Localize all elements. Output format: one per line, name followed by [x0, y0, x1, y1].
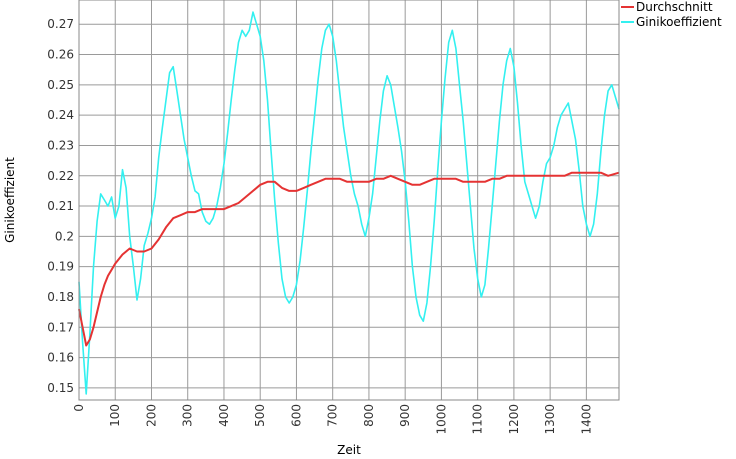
y-tick-label: 0.25 [47, 78, 74, 92]
y-tick-label: 0.2 [55, 229, 74, 243]
y-tick-label: 0.23 [47, 138, 74, 152]
y-tick-label: 0.21 [47, 199, 74, 213]
series-line-ginikoeffizient [78, 11, 620, 395]
y-tick-label: 0.19 [47, 260, 74, 274]
series-line-durchschnitt [78, 171, 620, 347]
x-axis-label: Zeit [337, 443, 361, 457]
series-layer [78, 11, 620, 395]
x-tick-label: 1200 [507, 404, 521, 435]
legend: Durchschnitt Ginikoeffizient [621, 0, 722, 29]
x-tick-label: 200 [144, 404, 158, 427]
y-axis-label: Ginikoeffizient [3, 157, 17, 243]
x-tick-label: 500 [253, 404, 267, 427]
plot-background [79, 0, 619, 400]
y-tick-label: 0.18 [47, 290, 74, 304]
x-tick-label: 700 [326, 404, 340, 427]
x-tick-label: 1100 [471, 404, 485, 435]
x-tick-label: 800 [362, 404, 376, 427]
plot-frame [78, 0, 620, 401]
x-tick-label: 100 [108, 404, 122, 427]
y-tick-label: 0.22 [47, 169, 74, 183]
y-tick-label: 0.27 [47, 17, 74, 31]
legend-label-ginikoeffizient: Ginikoeffizient [636, 15, 722, 29]
legend-label-durchschnitt: Durchschnitt [636, 0, 713, 14]
y-axis-ticks: 0.15 0.16 0.17 0.18 0.19 0.2 0.21 0.22 0.23 0.24 0… [47, 17, 74, 395]
x-tick-label: 1000 [434, 404, 448, 435]
x-axis-ticks: 0 100 200 300 400 500 600 700 800 900 1000 1100 1200… [72, 404, 593, 435]
y-tick-label: 0.24 [47, 108, 74, 122]
x-tick-label: 400 [217, 404, 231, 427]
x-tick-label: 1300 [543, 404, 557, 435]
y-tick-label: 0.15 [47, 381, 74, 395]
y-tick-label: 0.17 [47, 320, 74, 334]
x-tick-label: 1400 [579, 404, 593, 435]
x-tick-label: 600 [289, 404, 303, 427]
x-tick-label: 900 [398, 404, 412, 427]
x-tick-label: 300 [181, 404, 195, 427]
y-tick-label: 0.26 [47, 48, 74, 62]
x-tick-label: 0 [72, 404, 86, 412]
y-tick-label: 0.16 [47, 351, 74, 365]
